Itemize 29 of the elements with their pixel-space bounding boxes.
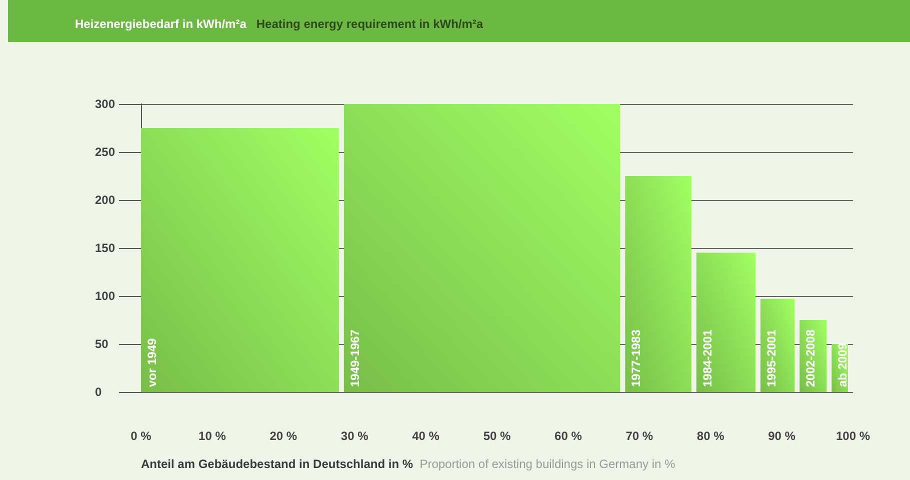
y-tick-label: 50 bbox=[95, 337, 109, 351]
text: Proportion of existing buildings in Germany in % bbox=[420, 457, 676, 471]
y-tick-label: 0 bbox=[95, 385, 102, 399]
x-tick-label: 80 % bbox=[696, 429, 725, 443]
y-tick-label: 200 bbox=[95, 193, 116, 207]
x-tick-label: 20 % bbox=[270, 429, 298, 443]
y-tick-label: 150 bbox=[95, 241, 116, 255]
x-axis-title: Anteil am Gebäudebestand in Deutschland in % bbox=[141, 457, 414, 471]
chart-title: Heizenergiebedarf in kWh/m²a bbox=[75, 17, 247, 31]
x-tick-label: 70 % bbox=[626, 429, 654, 443]
x-tick-label: 30 % bbox=[340, 429, 369, 443]
x-tick-label: 50 % bbox=[483, 429, 511, 443]
annotation: 1949-1967 bbox=[348, 329, 362, 387]
x-tick-label: 100 % bbox=[836, 429, 870, 443]
y-tick-label: 300 bbox=[95, 97, 116, 111]
x-tick-label: 90 % bbox=[768, 429, 796, 443]
annotation: vor 1949 bbox=[145, 338, 159, 387]
x-tick-label: 40 % bbox=[412, 429, 440, 443]
x-tick-label: 10 % bbox=[198, 429, 226, 443]
x-tick-label: 60 % bbox=[554, 429, 582, 443]
annotation: ab 2009 bbox=[836, 342, 850, 387]
x-tick-label: 0 % bbox=[130, 429, 152, 443]
annotation: 1995-2001 bbox=[764, 329, 778, 387]
y-tick-label: 250 bbox=[95, 145, 116, 159]
annotation: 1977-1983 bbox=[629, 329, 644, 387]
y-tick-label: 100 bbox=[95, 289, 116, 303]
chart-subtitle: Heating energy requirement in kWh/m²a bbox=[256, 17, 484, 31]
annotation: 1984-2001 bbox=[700, 329, 714, 387]
annotation: 2002-2008 bbox=[804, 329, 818, 387]
